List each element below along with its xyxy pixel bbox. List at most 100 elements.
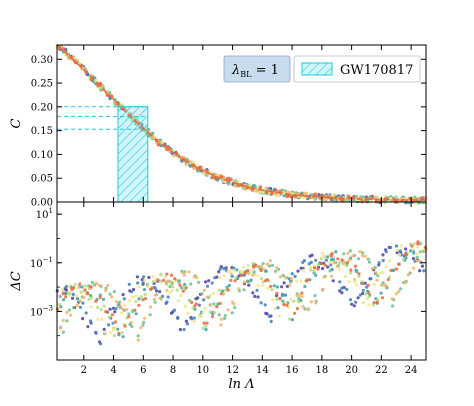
residual-point [282,303,286,307]
residual-point [61,330,65,334]
residual-point [112,290,116,294]
residual-point [363,254,367,258]
legend-lambda-label: λBL = 1 [231,63,279,79]
residual-point [125,307,129,312]
top-panel: 0.00 0.05 0.10 0.15 0.20 0.25 0.30 C λBL = 1 G… [9,43,428,209]
data-point [185,162,189,167]
residual-point [225,285,229,289]
residual-point [79,290,83,294]
residual-point [401,257,406,261]
residual-point [269,284,273,288]
residual-point [121,293,125,297]
residual-point [325,255,330,259]
residual-point [155,289,159,293]
residual-point [182,273,186,277]
residual-point [67,308,72,312]
residual-point [366,257,370,261]
residual-point [134,299,138,303]
residual-point [191,306,195,310]
legend: λBL = 1 GW170817 [223,55,421,83]
data-point [276,193,281,197]
residual-point [137,303,141,307]
residual-point [309,300,313,304]
residual-point [133,308,137,312]
data-point [375,195,379,199]
residual-point [415,252,419,256]
residual-point [338,280,342,284]
residual-point [141,281,145,285]
residual-point [347,280,351,284]
residual-point [217,270,221,274]
residual-point [378,271,383,275]
residual-point [358,293,362,297]
residual-point [265,312,269,316]
residual-point [218,301,222,305]
data-point [299,193,304,197]
bottom-xlabel: ln Λ [228,377,254,392]
legend-lambda-sub: BL [240,70,252,79]
band-region [117,106,149,203]
residual-point [323,263,327,267]
residual-point [134,312,138,316]
residual-point [222,274,226,278]
residual-point [335,264,339,268]
residual-point [379,291,383,295]
residual-point [176,299,180,303]
residual-point [90,280,95,285]
residual-point [111,306,115,310]
residual-point [367,295,371,299]
residual-point [293,311,297,315]
residual-point [282,281,286,285]
residual-point [373,282,377,286]
residual-point [272,284,276,288]
residual-point [219,323,223,327]
residual-point [69,290,73,294]
residual-point [187,270,191,274]
bottom-frame [56,201,427,361]
residual-point [117,300,122,304]
residual-point [99,342,103,346]
x-tick-label: 20 [345,365,358,376]
residual-point [301,304,305,308]
residual-point [313,294,317,298]
residual-point [357,274,361,279]
residual-point [233,279,237,283]
data-point [202,171,206,176]
residual-point [202,288,206,292]
residual-point [353,280,357,284]
residual-point [416,240,420,244]
residual-point [154,277,158,281]
residual-point [349,298,353,302]
residual-point [316,263,320,267]
residual-point [345,261,349,265]
residual-point [377,261,381,265]
residual-point [147,275,151,280]
residual-point [234,275,238,280]
residual-point [69,313,73,317]
residual-point [127,299,131,303]
residual-point [142,275,146,279]
legend-gw-swatch [301,62,333,76]
residual-point [67,284,71,288]
y-tick-label: 0.30 [31,55,53,66]
residual-point [123,324,127,328]
residual-point [303,284,307,289]
residual-point [275,291,279,295]
residual-point [154,293,158,297]
residual-point [259,268,263,273]
data-point [255,189,259,193]
residual-point [349,271,353,275]
residual-point [324,258,328,262]
residual-point [233,306,237,310]
data-point [226,182,231,186]
residual-point [202,321,206,325]
residual-point [178,328,182,332]
residual-point [314,258,318,262]
data-point [105,93,110,97]
residual-point [170,273,174,277]
residual-point [300,295,304,299]
residual-point [158,296,162,300]
residual-point [136,338,140,342]
residual-point [320,261,324,265]
